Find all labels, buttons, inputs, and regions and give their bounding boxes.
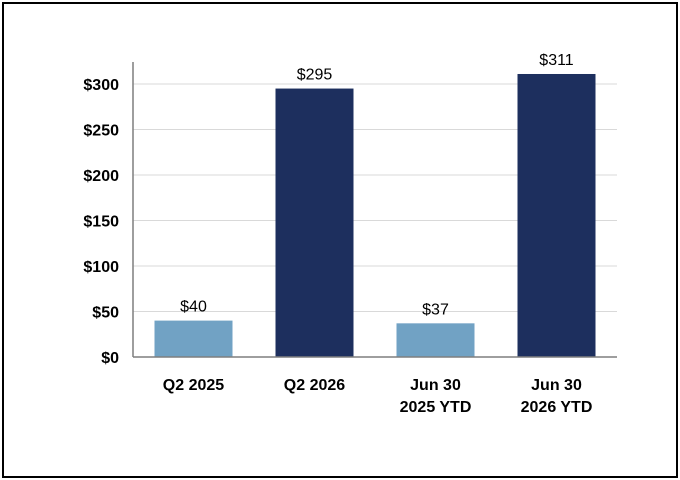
data-label: $295 — [297, 67, 333, 84]
bars — [154, 73, 596, 358]
x-tick-label: 2025 YTD — [400, 399, 472, 416]
y-axis: $0 $50 $100 $150 $200 $250 $300 — [83, 62, 134, 367]
y-tick-label: $300 — [83, 77, 119, 94]
y-tick-label: $200 — [83, 168, 119, 185]
bar — [275, 88, 354, 358]
x-tick-label: Q2 2025 — [163, 377, 224, 394]
y-tick-label: $0 — [101, 350, 119, 367]
y-tick-label: $250 — [83, 123, 119, 140]
data-label: $40 — [180, 299, 207, 316]
y-tick-label: $100 — [83, 259, 119, 276]
x-axis: Q2 2025 Q2 2026 Jun 30 2025 YTD Jun 30 2026 Y… — [133, 356, 617, 416]
y-tick-label: $150 — [83, 214, 119, 231]
bar — [154, 320, 233, 357]
data-label: $37 — [422, 301, 449, 318]
y-tick-label: $50 — [92, 305, 119, 322]
x-tick-label: Q2 2026 — [284, 377, 345, 394]
x-tick-label: Jun 30 — [410, 377, 461, 394]
bar — [517, 73, 596, 358]
data-labels: $40 $295 $37 $311 — [180, 52, 574, 318]
x-tick-label: Jun 30 — [531, 377, 582, 394]
x-tick-label: 2026 YTD — [521, 399, 593, 416]
data-label: $311 — [539, 52, 574, 69]
bar — [396, 323, 475, 357]
